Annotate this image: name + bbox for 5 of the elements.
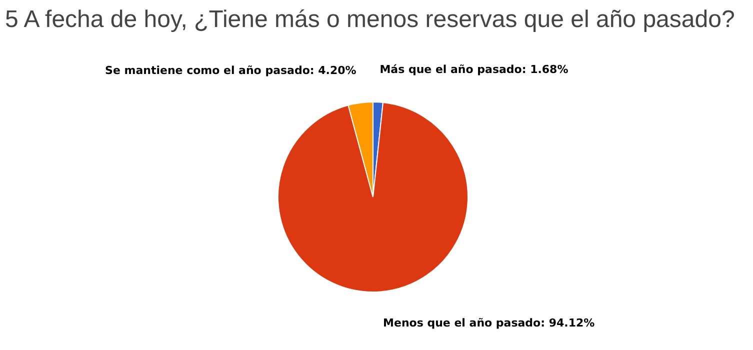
slice-label: Menos que el año pasado: 94.12% — [383, 316, 595, 330]
chart-title: 5 A fecha de hoy, ¿Tiene más o menos reservas que el año pasado? — [5, 6, 735, 33]
slice-label: Más que el año pasado: 1.68% — [380, 63, 568, 76]
pie-slice — [278, 102, 468, 292]
slice-label: Se mantiene como el año pasado: 4.20% — [105, 64, 356, 78]
